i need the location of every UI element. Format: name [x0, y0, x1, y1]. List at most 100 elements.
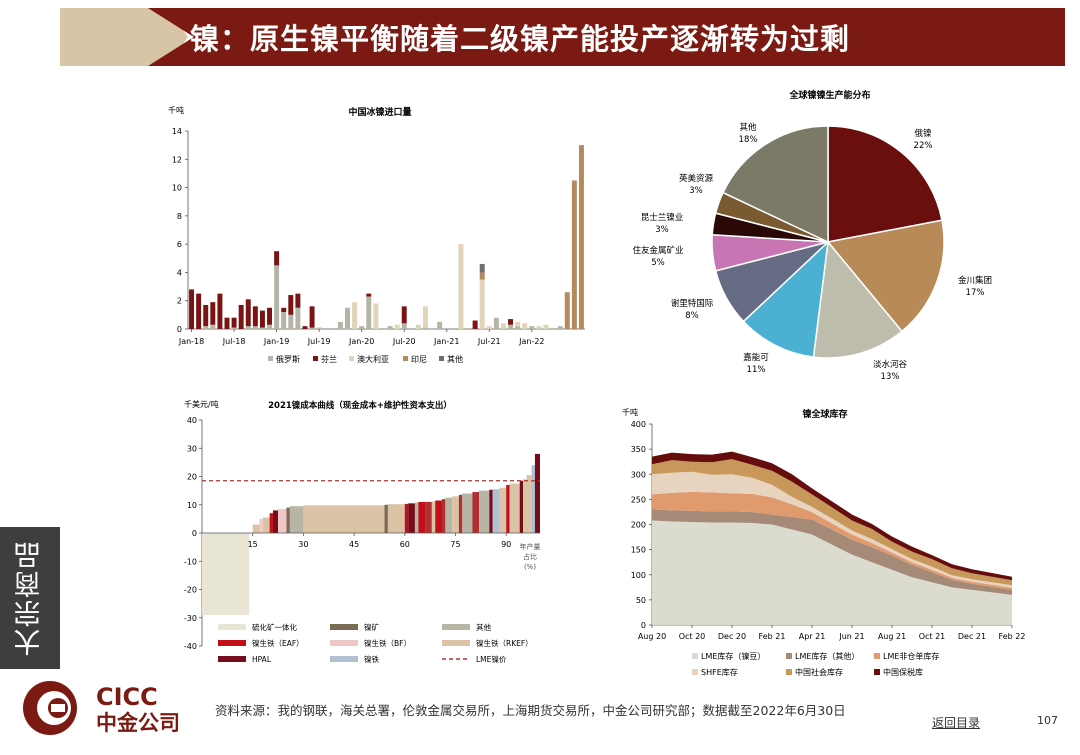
y-tick-label: 14	[172, 127, 182, 136]
area-series	[652, 471, 1012, 588]
bar-segment	[316, 327, 322, 329]
y-tick-label: 10	[187, 501, 197, 510]
cost-bar	[404, 503, 409, 533]
cost-bar	[303, 505, 385, 533]
legend-swatch	[313, 356, 318, 361]
legend-label: LME库存（镍豆）	[701, 651, 765, 661]
slice-percent: 17%	[966, 288, 985, 298]
slice-label: 淡水河谷	[873, 359, 908, 370]
bar-segment	[267, 307, 273, 325]
chart-title: 中国冰镍进口量	[348, 106, 411, 118]
bar-segment	[217, 293, 223, 329]
bar-segment	[189, 289, 195, 329]
bar-segment	[543, 324, 549, 329]
slice-label: 昆士兰镍业	[641, 212, 684, 223]
slice-label: 俄镍	[914, 128, 932, 139]
y-tick-label: 250	[631, 495, 646, 504]
bar-segment	[401, 306, 407, 324]
y-tick-label: -30	[184, 614, 197, 623]
legend-swatch	[330, 640, 358, 646]
chart-title: 镍全球库存	[802, 408, 847, 420]
legend-swatch	[692, 669, 698, 675]
y-tick-label: 40	[187, 416, 197, 425]
imports-chart: 中国冰镍进口量 千吨 0 2 4 6 8 10 12 14 Jan-18 Jul-18 Jan-19 Ju…	[168, 105, 585, 364]
cost-bar	[414, 502, 419, 533]
x-tick-label: Jan-22	[518, 337, 544, 346]
legend-swatch	[349, 356, 354, 361]
bar-segment	[309, 327, 315, 329]
header-banner: 镍：原生镍平衡随着二级镍产能投产逐渐转为过剩	[60, 8, 1065, 66]
legend-label: 镍矿	[364, 622, 379, 632]
legend-swatch	[330, 624, 358, 630]
y-axis-unit: 千美元/吨	[184, 399, 219, 409]
bar-segment	[259, 327, 265, 329]
bar-segment	[245, 299, 251, 327]
bar-segment	[437, 321, 443, 329]
header-title-bar	[148, 8, 1065, 66]
x-tick-label: Jan-21	[433, 337, 459, 346]
slice-percent: 18%	[739, 135, 758, 145]
bar-segment	[387, 326, 393, 329]
bar-segment	[352, 302, 358, 329]
x-tick-label: 30	[298, 540, 308, 549]
slice-percent: 3%	[689, 186, 703, 196]
legend-swatch	[268, 356, 273, 361]
bar-segment	[394, 324, 400, 329]
legend-label: 镍生铁（RKEF）	[476, 638, 533, 648]
back-to-contents-link[interactable]: 返回目录	[932, 716, 981, 730]
bar-segment	[479, 263, 485, 273]
legend-swatch	[330, 656, 358, 662]
inventory-chart: 镍全球库存 千吨 0 50 100 150 200 250 300 350 400 Aug 20 Oct…	[622, 407, 1025, 677]
cost-bar	[431, 501, 436, 533]
bar-segment	[401, 323, 407, 329]
x-tick-label: Jul-19	[307, 337, 331, 346]
legend-swatch	[218, 624, 246, 630]
y-tick-label: 150	[631, 546, 646, 555]
y-tick-label: 300	[631, 470, 646, 479]
bar-segment	[479, 272, 485, 280]
cost-bar	[272, 510, 279, 533]
cost-bar	[458, 494, 463, 533]
slice-percent: 8%	[685, 311, 699, 321]
x-tick-label: 75	[450, 540, 460, 549]
bar-segment	[500, 323, 506, 329]
y-tick-label: 20	[187, 473, 197, 482]
legend-swatch	[442, 640, 470, 646]
pie-slice	[812, 240, 903, 359]
cost-bar	[259, 518, 263, 533]
x-tick-label: Jan-20	[348, 337, 374, 346]
cost-bar	[519, 480, 524, 533]
bar-segment	[224, 317, 230, 329]
bar-segment	[252, 326, 258, 329]
cost-bar	[526, 475, 532, 533]
side-section-tab[interactable]: 大宗商品	[0, 527, 60, 669]
cost-bar	[278, 508, 287, 533]
y-tick-label: 0	[641, 621, 646, 630]
legend-swatch	[442, 624, 470, 630]
cost-bar	[523, 479, 527, 533]
x-tick-label: 45	[349, 540, 359, 549]
bar-segment	[515, 326, 521, 329]
pie-slice	[826, 219, 945, 333]
cost-bar	[269, 513, 273, 533]
legend-swatch	[218, 656, 246, 662]
bar-segment	[337, 321, 343, 329]
pie-slice	[742, 240, 830, 358]
cicc-logo[interactable]: CICC 中金公司	[20, 678, 200, 738]
bar-segment	[557, 326, 563, 329]
cost-bar	[387, 504, 405, 533]
bar-segment	[309, 306, 315, 328]
cost-bar	[492, 489, 500, 533]
x-tick-label: Oct 21	[919, 632, 946, 641]
x-tick-label: 90	[501, 540, 511, 549]
bar-segment	[238, 304, 244, 329]
bar-segment	[373, 303, 379, 329]
legend-swatch	[218, 640, 246, 646]
bar-segment	[479, 279, 485, 329]
cost-bar	[441, 499, 446, 533]
x-tick-label: Jul-21	[477, 337, 501, 346]
x-tick-label: Dec 20	[718, 632, 746, 641]
legend-label: 硫化矿一体化	[252, 622, 297, 632]
y-tick-label: 12	[172, 155, 182, 164]
